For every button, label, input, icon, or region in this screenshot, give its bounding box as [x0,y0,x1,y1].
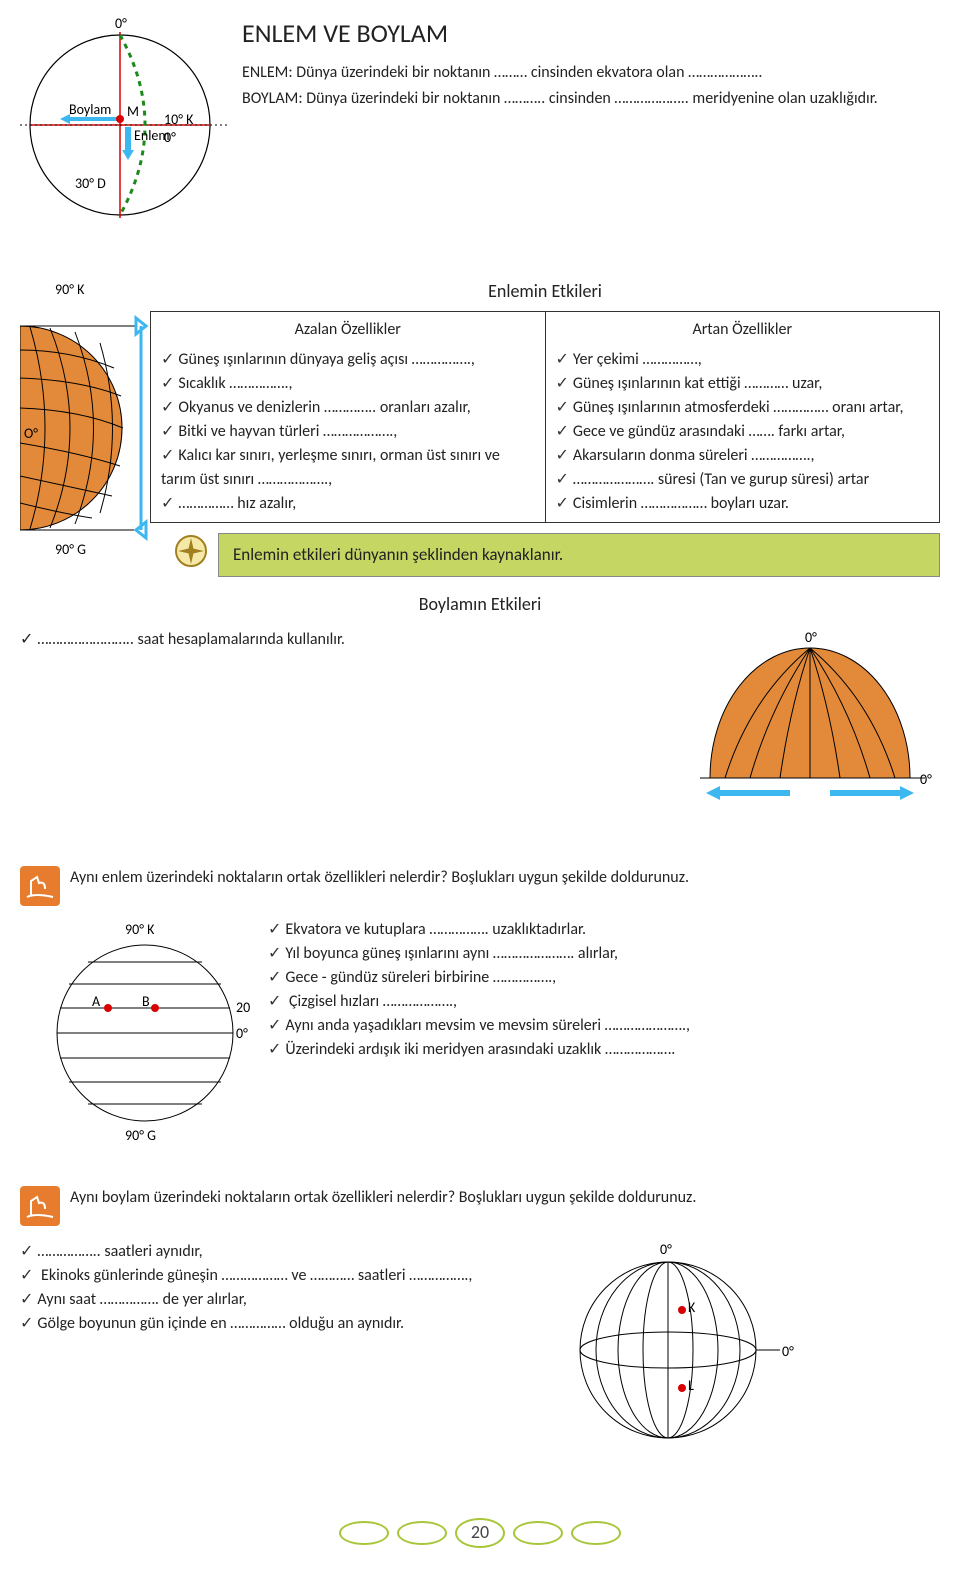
list-item: Güneş ışınlarının atmosferdeki …………… ora… [556,396,930,420]
list-item: Yer çekimi ……………, [556,348,930,372]
task2-list: …………….. saatleri aynıdır, Ekinoks günler… [20,1240,520,1336]
task2-question: Aynı boylam üzerindeki noktaların ortak … [70,1186,940,1210]
compass-icon [174,534,208,576]
task1-question: Aynı enlem üzerindeki noktaların ortak ö… [70,866,940,890]
globe1-label-0: 0° [164,129,176,146]
globe2-label-A: A [92,993,101,1010]
list-item: …………….. saatleri aynıdır, [20,1240,520,1264]
globe3-label-L: L [688,1377,694,1394]
dome-longitude-diagram: 0° 0° [690,628,940,826]
footer-oval [397,1521,447,1545]
dome2-label-top: 0° [805,629,817,646]
list-item: Cisimlerin ……………… boyları uzar. [556,492,930,516]
page-title: ENLEM VE BOYLAM [242,14,940,53]
footer-oval [339,1521,389,1545]
dome-label-0: O° [24,425,38,442]
footer-oval [571,1521,621,1545]
list-item: Aynı anda yaşadıkları mevsim ve mevsim s… [268,1014,690,1038]
page-footer: 20 [20,1518,940,1548]
list-item: Çizgisel hızları ………………., [268,990,690,1014]
task1-list: Ekvatora ve kutuplara ……………. uzaklıktadı… [268,918,690,1062]
globe1-label-M: M [127,103,139,120]
globe2-label-top: 90° K [125,921,155,938]
list-item: Aynı saat ……………. de yer alırlar, [20,1288,520,1312]
globe3-label-right: 0° [782,1343,794,1360]
task-icon [20,866,60,906]
hemisphere-dome-diagram: 90° K O° 90° G [20,278,150,566]
artan-list: Yer çekimi ……………, Güneş ışınlarının kat … [556,348,930,516]
list-item: Gece ve gündüz arasındaki ……. farkı arta… [556,420,930,444]
dome-label-90k: 90° K [55,281,85,298]
boylam-saat-text: …………………….. saat hesaplamalarında kullanı… [20,628,345,652]
list-item: Sıcaklık ……………., [161,372,535,396]
list-item: Okyanus ve denizlerin ………….. oranları az… [161,396,535,420]
azalan-title: Azalan Özellikler [161,318,535,342]
list-item: Bitki ve hayvan türleri ………………., [161,420,535,444]
globe-parallels-diagram: 90° K A B 20° K 0° 90° G [50,918,250,1156]
effects-table: Azalan Özellikler Güneş ışınlarının düny… [150,311,940,523]
list-item: …………………. süresi (Tan ve gurup süresi) ar… [556,468,930,492]
list-item: Gece - gündüz süreleri birbirine ……………., [268,966,690,990]
boylamin-etkileri-heading: Boylamın Etkileri [20,591,940,618]
azalan-list: Güneş ışınlarının dünyaya geliş açısı ……… [161,348,535,516]
dome-label-90g: 90° G [55,541,86,558]
list-item: Ekinoks günlerinde güneşin ……………… ve ………… [20,1264,520,1288]
globe2-label-bottom: 90° G [125,1127,156,1144]
globe3-label-K: K [688,1299,696,1316]
globe1-label-boylam: Boylam [69,101,111,118]
artan-title: Artan Özellikler [556,318,930,342]
list-item: Akarsuların donma süreleri ……………., [556,444,930,468]
globe-meridians-diagram: 0° 0° K L [560,1240,800,1458]
info-strip-text: Enlemin etkileri dünyanın şeklinden kayn… [218,533,940,577]
intro-enlem: ENLEM: Dünya üzerindeki bir noktanın ………… [242,61,940,85]
dome2-label-right: 0° [920,771,932,788]
list-item: Yıl boyunca güneş ışınlarını aynı ………………… [268,942,690,966]
globe-enlem-boylam-diagram: 0° Boylam M 10° K Enlem 0° 30° D [20,10,230,248]
enlemin-etkileri-heading: Enlemin Etkileri [150,278,940,305]
globe3-label-top: 0° [660,1241,672,1258]
globe2-label-0: 0° [236,1025,248,1042]
list-item: Güneş ışınlarının kat ettiği ………… uzar, [556,372,930,396]
task-icon [20,1186,60,1226]
globe2-label-20k: 20° K [236,999,250,1016]
page-number: 20 [455,1518,505,1548]
list-item: Gölge boyunun gün içinde en …………… olduğu… [20,1312,520,1336]
globe2-label-B: B [142,993,150,1010]
list-item: …………… hız azalır, [161,492,535,516]
globe1-label-30d: 30° D [75,175,106,192]
list-item: Güneş ışınlarının dünyaya geliş açısı ……… [161,348,535,372]
list-item: Ekvatora ve kutuplara ……………. uzaklıktadı… [268,918,690,942]
list-item: Üzerindeki ardışık iki meridyen arasında… [268,1038,690,1062]
globe1-label-top: 0° [115,15,127,32]
footer-oval [513,1521,563,1545]
globe1-label-10k: 10° K [164,111,194,128]
list-item: Kalıcı kar sınırı, yerleşme sınırı, orma… [161,444,535,492]
intro-boylam: BOYLAM: Dünya üzerindeki bir noktanın ……… [242,87,940,111]
